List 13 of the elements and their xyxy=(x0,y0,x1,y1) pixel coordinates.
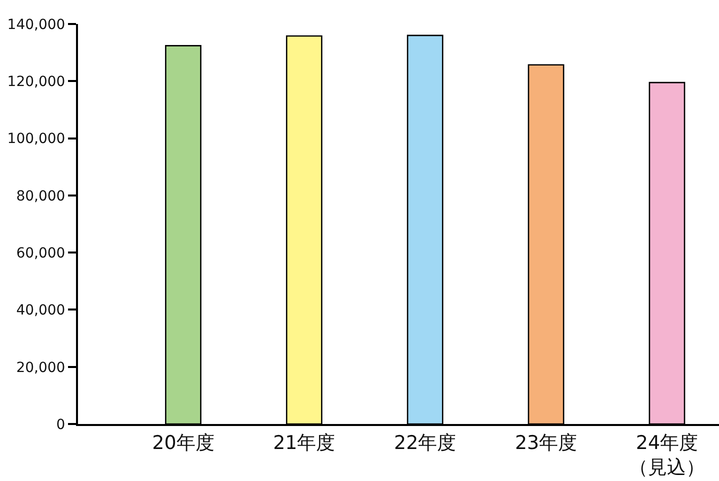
y-tick-label: 140,000 xyxy=(7,16,66,33)
y-tick-label: 100,000 xyxy=(7,131,66,148)
x-tick-label: 23年度 xyxy=(514,432,578,454)
y-tick-label: 120,000 xyxy=(7,74,66,90)
x-tick-label: 22年度 xyxy=(394,432,456,454)
x-tick-label: 21年度 xyxy=(273,432,336,454)
y-tick-label: 40,000 xyxy=(16,302,66,319)
y-tick-label: 80,000 xyxy=(16,188,66,204)
y-tick-label: 60,000 xyxy=(16,245,66,262)
y-tick-label: 0 xyxy=(56,416,66,433)
x-tick-label: 20年度 xyxy=(152,432,214,454)
y-tick-label: 20,000 xyxy=(16,360,66,376)
x-tick-label: 24年度（見込） xyxy=(628,432,705,478)
